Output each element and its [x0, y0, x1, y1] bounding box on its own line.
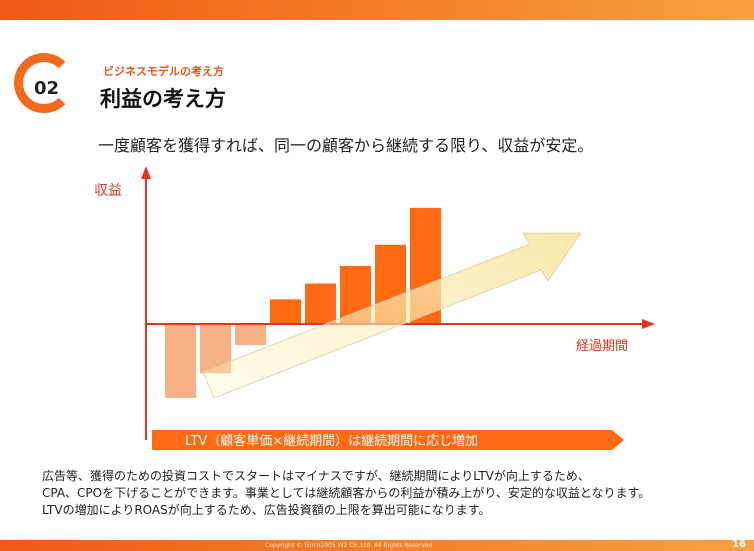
copyright: Copyright © Since2005 W2 Co.,Ltd. All Ri… — [265, 542, 432, 549]
bar-5 — [305, 284, 336, 324]
bar-1 — [165, 324, 196, 398]
description-line: LTVの増加によりROASが向上するため、広告投資額の上限を算出可能になります。 — [42, 502, 650, 519]
description-line: CPA、CPOを下げることができます。事業としては継続顧客からの利益が積み上がり… — [42, 485, 650, 502]
ltv-banner-label: LTV（顧客単価×継続期間）は継続期間に応じ増加 — [185, 433, 478, 449]
description-line: 広告等、獲得のための投資コストでスタートはマイナスですが、継続期間によりLTVが… — [42, 468, 650, 485]
x-axis-arrowhead — [642, 319, 655, 329]
x-axis-label: 経過期間 — [576, 339, 628, 354]
y-axis-label: 収益 — [94, 183, 122, 199]
page-number: 16 — [732, 539, 746, 550]
bar-3 — [235, 324, 266, 345]
description: 広告等、獲得のための投資コストでスタートはマイナスですが、継続期間によりLTVが… — [42, 468, 650, 519]
bar-4 — [270, 299, 301, 324]
y-axis-arrowhead — [141, 166, 151, 179]
